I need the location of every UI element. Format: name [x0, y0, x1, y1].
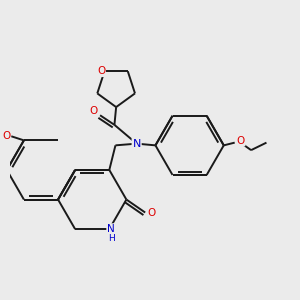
Text: O: O: [2, 131, 10, 141]
Text: O: O: [236, 136, 244, 146]
Text: O: O: [97, 66, 105, 76]
Text: O: O: [90, 106, 98, 116]
Text: N: N: [133, 139, 141, 148]
Text: N: N: [107, 224, 115, 234]
Text: O: O: [147, 208, 155, 218]
Text: H: H: [108, 234, 114, 243]
